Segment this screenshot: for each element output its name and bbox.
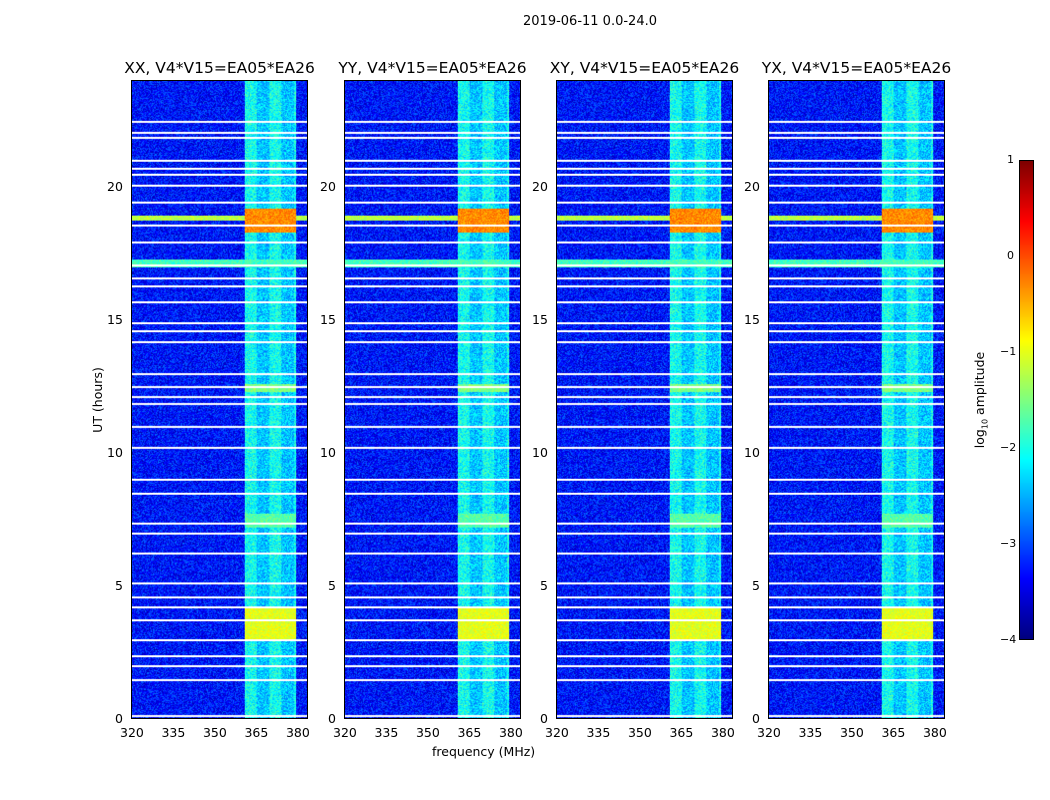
panel-title: XX, V4*V15=EA05*EA26 [124, 59, 315, 77]
y-tick-label: 15 [320, 311, 336, 327]
y-tick-label: 0 [752, 711, 760, 726]
colorbar-tick-label: −4 [1000, 633, 1017, 646]
y-tick-label: 5 [328, 577, 336, 593]
x-tick-label: 380 [498, 725, 523, 740]
x-tick-label: 365 [457, 725, 482, 740]
panel-title: XY, V4*V15=EA05*EA26 [549, 59, 740, 77]
x-tick-label: 335 [161, 725, 186, 740]
y-tick-label: 0 [540, 711, 548, 726]
colorbar-tick-label: −1 [1000, 345, 1017, 358]
waterfall-panel [131, 80, 308, 719]
heatmap-image [345, 81, 520, 718]
y-tick-label: 20 [107, 178, 123, 194]
panel-title: YX, V4*V15=EA05*EA26 [761, 59, 952, 77]
x-tick-label: 365 [669, 725, 694, 740]
y-tick-label: 15 [532, 311, 548, 327]
colorbar-tick-label: 1 [1007, 153, 1014, 166]
heatmap-image [132, 81, 307, 718]
x-tick-label: 350 [202, 725, 227, 740]
x-tick-label: 350 [415, 725, 440, 740]
x-tick-label: 335 [586, 725, 611, 740]
panel-title: YY, V4*V15=EA05*EA26 [338, 59, 527, 77]
x-tick-label: 380 [710, 725, 735, 740]
heatmap-image [557, 81, 732, 718]
y-tick-label: 0 [328, 711, 336, 726]
x-tick-label: 335 [798, 725, 823, 740]
y-tick-label: 5 [752, 577, 760, 593]
y-tick-label: 10 [744, 444, 760, 460]
x-tick-label: 350 [839, 725, 864, 740]
waterfall-panel [344, 80, 521, 719]
x-tick-label: 365 [244, 725, 269, 740]
heatmap-image [769, 81, 944, 718]
y-tick-label: 10 [320, 444, 336, 460]
x-tick-label: 350 [627, 725, 652, 740]
x-tick-label: 335 [374, 725, 399, 740]
colorbar [1019, 160, 1034, 640]
waterfall-panel [556, 80, 733, 719]
y-axis-label: UT (hours) [90, 367, 105, 433]
y-tick-label: 5 [115, 577, 123, 593]
y-tick-label: 10 [107, 444, 123, 460]
x-tick-label: 320 [120, 725, 144, 740]
colorbar-tick-label: 0 [1007, 249, 1014, 262]
y-tick-label: 5 [540, 577, 548, 593]
x-tick-label: 380 [285, 725, 310, 740]
y-tick-label: 15 [107, 311, 123, 327]
figure-title: 2019-06-11 0.0-24.0 [523, 14, 657, 29]
x-tick-label: 365 [881, 725, 906, 740]
x-tick-label: 320 [333, 725, 357, 740]
x-axis-label: frequency (MHz) [432, 744, 536, 759]
y-tick-label: 10 [532, 444, 548, 460]
x-tick-label: 320 [757, 725, 781, 740]
colorbar-tick-label: −3 [1000, 537, 1017, 550]
x-tick-label: 320 [545, 725, 569, 740]
y-tick-label: 20 [744, 178, 760, 194]
y-tick-label: 20 [532, 178, 548, 194]
y-tick-label: 0 [115, 711, 123, 726]
waterfall-panel [768, 80, 945, 719]
colorbar-label: log10 amplitude [972, 351, 990, 449]
y-tick-label: 20 [320, 178, 336, 194]
colorbar-tick-label: −2 [1000, 441, 1017, 454]
x-tick-label: 380 [922, 725, 947, 740]
y-tick-label: 15 [744, 311, 760, 327]
